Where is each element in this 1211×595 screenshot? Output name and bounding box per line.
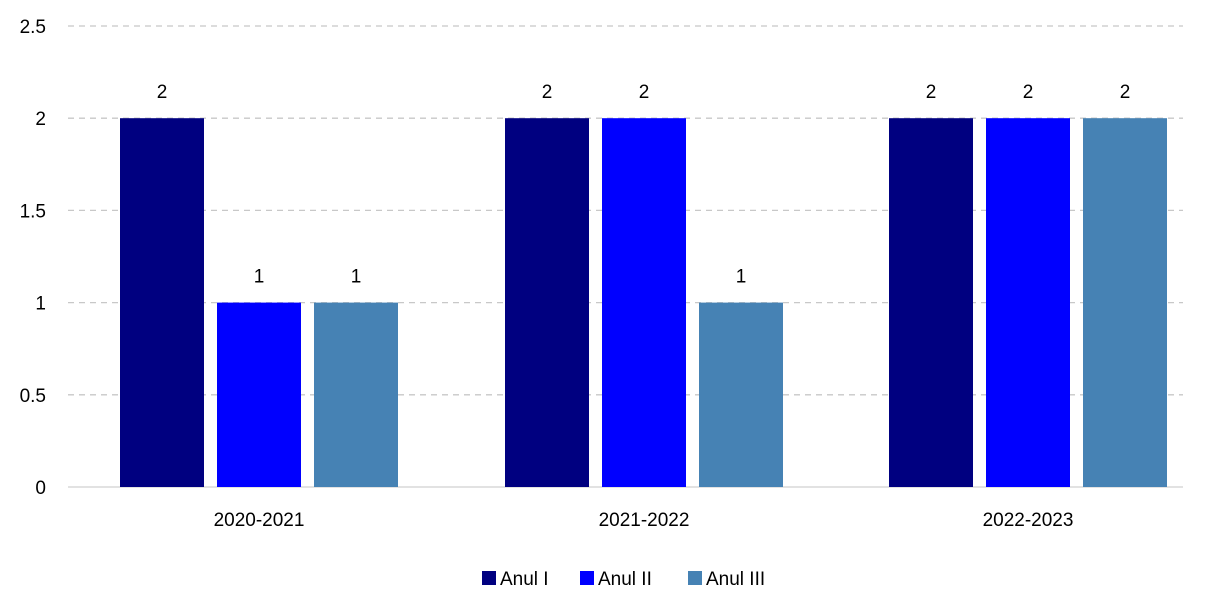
data-label: 2 — [639, 82, 650, 103]
legend-swatch — [580, 571, 594, 585]
legend: Anul I Anul II Anul III — [482, 569, 765, 590]
legend-label: Anul II — [598, 569, 652, 590]
bar — [1083, 118, 1167, 487]
data-label: 1 — [736, 267, 747, 288]
bar — [699, 302, 783, 487]
y-tick-label: 0 — [35, 478, 46, 499]
y-tick-label: 0.5 — [20, 386, 46, 407]
y-tick-label: 2.5 — [20, 17, 46, 38]
data-label: 2 — [1023, 82, 1034, 103]
bar — [217, 302, 301, 487]
x-axis-ticks: 2020-2021 2021-2022 2022-2023 — [214, 510, 1074, 531]
legend-swatch — [688, 571, 702, 585]
bar — [602, 118, 686, 487]
data-label: 2 — [157, 82, 168, 103]
data-label: 2 — [542, 82, 553, 103]
bar — [314, 302, 398, 487]
bar — [505, 118, 589, 487]
data-label: 1 — [351, 267, 362, 288]
bar — [120, 118, 204, 487]
x-tick-label: 2020-2021 — [214, 510, 305, 531]
x-tick-label: 2021-2022 — [599, 510, 690, 531]
x-tick-label: 2022-2023 — [983, 510, 1074, 531]
y-tick-label: 1 — [35, 294, 46, 315]
legend-swatch — [482, 571, 496, 585]
data-labels: 2 2 2 1 2 2 1 1 2 — [157, 82, 1131, 287]
bar — [986, 118, 1070, 487]
data-label: 1 — [254, 267, 265, 288]
y-axis-ticks: 0 0.5 1 1.5 2 2.5 — [20, 17, 46, 499]
legend-label: Anul I — [500, 569, 549, 590]
bars — [120, 118, 1167, 487]
y-tick-label: 1.5 — [20, 201, 46, 222]
legend-label: Anul III — [706, 569, 765, 590]
y-tick-label: 2 — [35, 109, 46, 130]
bar — [889, 118, 973, 487]
data-label: 2 — [1120, 82, 1131, 103]
data-label: 2 — [926, 82, 937, 103]
